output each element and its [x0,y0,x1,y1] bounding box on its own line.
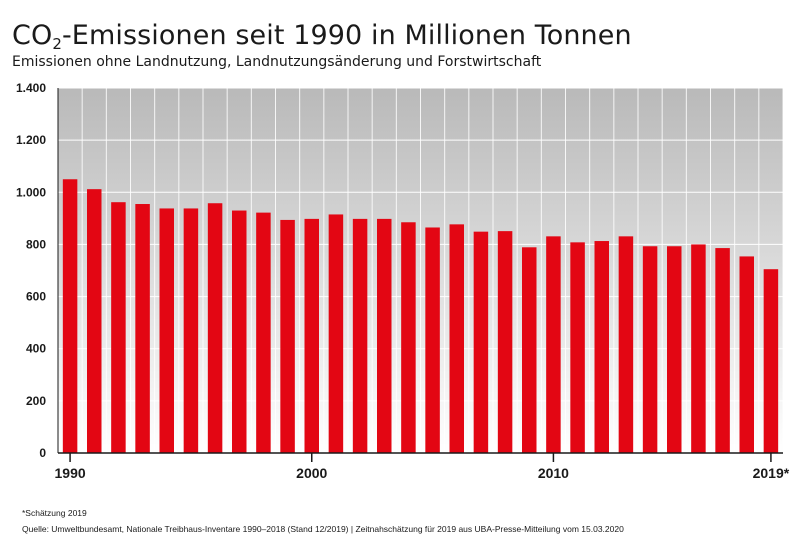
y-tick-label: 1.200 [16,133,46,147]
bar [135,204,150,453]
bar [497,231,513,453]
bar [449,224,464,453]
vertical-gridlines [57,88,784,453]
bar [159,208,174,453]
x-tick-label: 2019* [753,465,790,481]
title-subscript: 2 [52,35,62,53]
y-tick-label: 1.000 [16,185,46,199]
bar [111,202,126,453]
bars [62,179,779,453]
bar [256,212,271,453]
chart-subtitle: Emissionen ohne Landnutzung, Landnutzung… [12,54,542,70]
bar [352,218,368,453]
x-tick-label: 1990 [55,465,86,481]
source-note: Quelle: Umweltbundesamt, Nationale Treib… [22,523,624,534]
title-prefix: CO [12,20,53,51]
x-tick-label: 2010 [538,465,569,481]
bar [691,244,706,453]
bar [232,210,247,453]
bar [183,208,199,453]
y-tick-label: 400 [26,342,46,356]
y-tick-label: 200 [26,394,46,408]
bar [207,203,223,453]
bar [401,222,416,453]
bar [618,236,634,453]
bar [739,256,754,453]
bar [87,189,102,453]
bar [280,219,295,453]
title-suffix: -Emissionen seit 1990 in Millionen Tonne… [61,20,632,51]
bar [642,246,658,453]
y-tick-label: 1.400 [16,81,46,95]
bar [328,214,344,453]
axes [57,88,783,462]
chart-title: CO2-Emissionen seit 1990 in Millionen To… [12,20,632,53]
footnote: *Schätzung 2019 [22,507,87,518]
bar [522,247,537,453]
y-tick-label: 600 [26,290,46,304]
bar [62,179,78,453]
y-axis-labels: 0 200 400 600 800 1.000 1.200 1.400 [16,81,46,460]
bar [304,218,319,453]
x-axis-labels: 1990 2000 2010 2019* [55,465,790,481]
bar [377,218,392,453]
bar [425,227,440,453]
y-tick-label: 800 [26,237,46,251]
bar [473,231,489,453]
bar [570,242,585,453]
bar [546,236,561,453]
bar [715,248,730,453]
bar [667,246,682,453]
x-tick-label: 2000 [296,465,327,481]
y-tick-label: 0 [39,446,46,460]
bar [763,269,779,453]
bar [594,241,609,453]
